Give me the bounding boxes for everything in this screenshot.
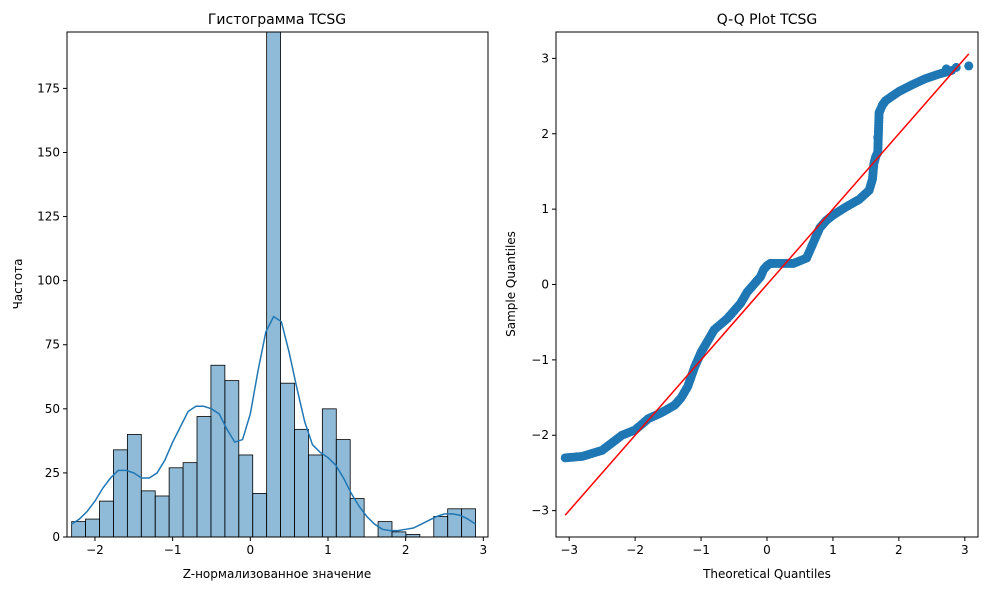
y-tick-label: 100 [37, 274, 60, 288]
y-tick-label: −1 [531, 353, 549, 367]
reference-line [564, 53, 970, 516]
y-tick-label: 175 [37, 81, 60, 95]
histogram-bar [433, 516, 449, 538]
qq-point [964, 61, 974, 71]
histogram-bar [99, 500, 114, 538]
y-tick-label: 0 [52, 530, 60, 544]
y-tick-label: 125 [37, 210, 60, 224]
y-tick-label: 1 [541, 202, 549, 216]
histogram-bar [85, 518, 100, 538]
qq-point [873, 133, 883, 143]
histogram-bar [224, 380, 240, 538]
histogram-bar [238, 454, 254, 538]
x-tick-label: 3 [480, 543, 488, 557]
histogram-chart: Гистограмма TCSG −2 −1 0 1 2 3 0 25 50 75 100 125 1… [11, 12, 489, 581]
histogram-bar [71, 521, 86, 538]
kde-curve [71, 315, 476, 532]
histogram-bars [71, 31, 476, 538]
histogram-bar [266, 31, 281, 538]
histogram-bar [308, 454, 323, 538]
histogram-x-axis-title: Z-нормализованное значение [183, 567, 371, 581]
qq-plot-chart: Q-Q Plot TCSG −3 −2 −1 0 1 2 3 −3 −2 −1 0 1 2 3 Theo… [504, 12, 979, 581]
y-tick-label: 2 [541, 127, 549, 141]
qq-y-ticks: −3 −2 −1 0 1 2 3 [531, 51, 556, 518]
histogram-bar [182, 462, 198, 538]
histogram-bar [196, 416, 212, 538]
histogram-bar [168, 467, 184, 538]
histogram-bar [140, 490, 156, 538]
histogram-bar [252, 493, 268, 538]
y-tick-label: 75 [45, 338, 60, 352]
qq-x-axis-title: Theoretical Quantiles [702, 567, 831, 581]
histogram-bar [391, 531, 407, 538]
x-tick-label: −1 [164, 543, 182, 557]
y-tick-label: −2 [531, 428, 549, 442]
qq-point [941, 64, 951, 74]
x-tick-label: −2 [86, 543, 104, 557]
x-tick-label: 2 [895, 543, 903, 557]
histogram-bar [126, 434, 142, 538]
qq-x-ticks: −3 −2 −1 0 1 2 3 [560, 537, 969, 557]
y-tick-label: 50 [45, 402, 60, 416]
x-tick-label: −2 [626, 543, 644, 557]
histogram-x-ticks: −2 −1 0 1 2 3 [86, 537, 487, 557]
x-tick-label: 3 [961, 543, 969, 557]
histogram-y-axis-title: Частота [11, 259, 25, 310]
histogram-bar [447, 508, 463, 538]
x-tick-label: 0 [246, 543, 254, 557]
qq-y-axis-title: Sample Quantiles [504, 231, 518, 337]
qq-points [560, 61, 974, 463]
x-tick-label: 0 [763, 543, 771, 557]
y-tick-label: 0 [541, 278, 549, 292]
x-tick-label: 1 [324, 543, 332, 557]
histogram-bar [113, 449, 128, 538]
x-tick-label: −1 [692, 543, 710, 557]
histogram-title: Гистограмма TCSG [208, 12, 346, 28]
y-tick-label: 3 [541, 51, 549, 65]
y-tick-label: −3 [531, 504, 549, 518]
histogram-bar [280, 382, 295, 538]
histogram-frame [66, 31, 489, 538]
x-tick-label: −3 [560, 543, 578, 557]
y-tick-label: 150 [37, 145, 60, 159]
histogram-bar [321, 408, 337, 538]
histogram-bar [294, 428, 309, 538]
x-tick-label: 2 [402, 543, 410, 557]
histogram-y-ticks: 0 25 50 75 100 125 150 175 [37, 81, 67, 544]
histogram-bar [210, 364, 226, 538]
qq-plot-frame [555, 31, 979, 538]
y-tick-label: 25 [45, 466, 60, 480]
x-tick-label: 1 [829, 543, 837, 557]
qq-plot-title: Q-Q Plot TCSG [717, 12, 818, 28]
histogram-bar [154, 495, 170, 538]
